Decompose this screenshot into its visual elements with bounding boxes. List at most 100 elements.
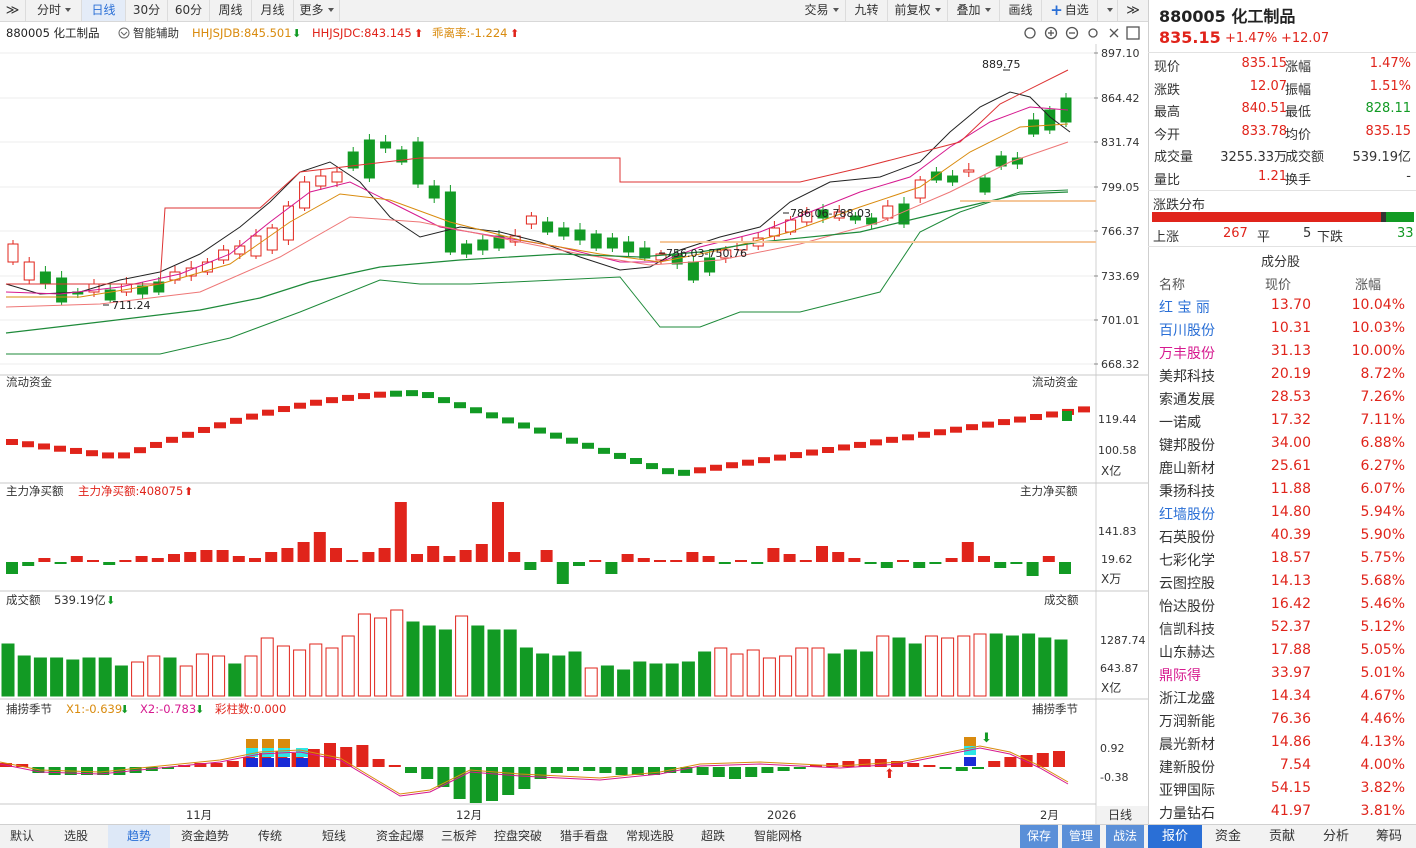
tab-fund-trend[interactable]: 资金趋势 [180, 829, 229, 843]
season-bar [680, 767, 693, 773]
flow-mark [678, 469, 690, 476]
tab-grid[interactable]: 智能网格 [753, 829, 802, 843]
tab-chips[interactable]: 筹码 [1375, 829, 1402, 844]
component-row[interactable]: 秉扬科技 11.88 6.07% [1149, 481, 1416, 503]
tab-weekly[interactable]: 周线 [210, 0, 252, 21]
tab-traditional[interactable]: 传统 [257, 829, 282, 843]
assist-dropdown-icon[interactable] [118, 27, 130, 39]
season-bar [534, 767, 547, 779]
tab-monthly[interactable]: 月线 [252, 0, 294, 21]
assist-label[interactable]: 智能辅助 [133, 26, 179, 40]
component-price: 34.00 [1270, 435, 1311, 451]
lock-icon[interactable] [1024, 27, 1036, 39]
tab-default[interactable]: 默认 [9, 829, 34, 843]
jiuzhuan-button[interactable]: 九转 [846, 0, 888, 21]
net-bar [1059, 562, 1071, 574]
component-name: 美邦科技 [1159, 369, 1215, 385]
quote-label: 最低 [1285, 105, 1312, 120]
component-row[interactable]: 万丰股份 31.13 10.00% [1149, 343, 1416, 365]
tab-analysis[interactable]: 分析 [1322, 829, 1349, 844]
tab-quote[interactable]: 报价 [1148, 825, 1202, 848]
draw-button[interactable]: 画线 [1000, 0, 1042, 21]
net-bar [119, 560, 132, 562]
component-row[interactable]: 鹿山新材 25.61 6.27% [1149, 458, 1416, 480]
tab-oversold[interactable]: 超跌 [700, 829, 725, 843]
flow-mark [422, 392, 434, 399]
tab-trend[interactable]: 趋势 [108, 825, 170, 848]
col-name[interactable]: 名称 [1159, 278, 1186, 293]
component-row[interactable]: 鼎际得 33.97 5.01% [1149, 665, 1416, 687]
flow-mark [822, 446, 834, 453]
tab-contrib[interactable]: 贡献 [1268, 829, 1295, 844]
overlay-button[interactable]: 叠加 [948, 0, 1000, 21]
component-row[interactable]: 红 宝 丽 13.70 10.04% [1149, 297, 1416, 319]
component-row[interactable]: 石英股份 40.39 5.90% [1149, 527, 1416, 549]
component-row[interactable]: 亚钾国际 54.15 3.82% [1149, 780, 1416, 802]
component-row[interactable]: 百川股份 10.31 10.03% [1149, 320, 1416, 342]
quote-value: - [1406, 168, 1411, 184]
component-row[interactable]: 红墙股份 14.80 5.94% [1149, 504, 1416, 526]
save-button[interactable]: 保存 [1020, 825, 1058, 848]
component-row[interactable]: 七彩化学 18.57 5.75% [1149, 550, 1416, 572]
component-row[interactable]: 索通发展 28.53 7.26% [1149, 389, 1416, 411]
component-row[interactable]: 浙江龙盛 14.34 4.67% [1149, 688, 1416, 710]
net-bar [103, 562, 116, 565]
col-price[interactable]: 现价 [1265, 278, 1292, 293]
tab-regular[interactable]: 常规选股 [625, 829, 674, 843]
candle [380, 141, 392, 149]
tab-fund-burst[interactable]: 资金起爆 [375, 829, 424, 843]
component-row[interactable]: 万润新能 76.36 4.46% [1149, 711, 1416, 733]
candle [201, 261, 213, 273]
tab-30min[interactable]: 30分 [126, 0, 168, 21]
component-row[interactable]: 信凯科技 52.37 5.12% [1149, 619, 1416, 641]
watchlist-button[interactable]: + 自选 [1042, 0, 1098, 21]
minus-circle-icon[interactable] [1065, 26, 1079, 40]
component-row[interactable]: 山东赫达 17.88 5.05% [1149, 642, 1416, 664]
window-icon[interactable] [1126, 26, 1140, 40]
tab-hunter[interactable]: 猎手看盘 [559, 829, 608, 843]
collapse-left-icon[interactable]: ≫ [0, 0, 26, 21]
price-axis: 897.10 864.42 831.74 799.05 766.37 733.69 701.… [1094, 47, 1140, 371]
tab-select[interactable]: 选股 [63, 829, 88, 843]
col-pct[interactable]: 涨幅 [1355, 278, 1382, 293]
trade-button[interactable]: 交易 [798, 0, 846, 21]
candle [558, 227, 570, 237]
down-count: 33 [1397, 226, 1414, 241]
flow-mark [534, 427, 546, 434]
component-row[interactable]: 美邦科技 20.19 8.72% [1149, 366, 1416, 388]
tab-60min[interactable]: 60分 [168, 0, 210, 21]
plus-circle-icon[interactable] [1044, 26, 1058, 40]
tab-daily[interactable]: 日线 [82, 0, 126, 21]
season-bar [761, 767, 774, 773]
component-row[interactable]: 建新股份 7.54 4.00% [1149, 757, 1416, 779]
component-row[interactable]: 云图控股 14.13 5.68% [1149, 573, 1416, 595]
manage-button[interactable]: 管理 [1062, 825, 1100, 848]
tab-fund[interactable]: 资金 [1214, 829, 1241, 844]
tactics-button[interactable]: 战法 [1106, 825, 1144, 848]
component-row[interactable]: 一诺威 17.32 7.11% [1149, 412, 1416, 434]
tab-three-axe[interactable]: 三板斧 [440, 829, 477, 843]
watchlist-dropdown[interactable] [1098, 0, 1118, 21]
season-signal [246, 748, 258, 757]
tab-control[interactable]: 控盘突破 [493, 829, 542, 843]
up-count: 267 [1223, 226, 1248, 241]
tab-more[interactable]: 更多 [294, 0, 340, 21]
low-price-label: 711.24 [112, 299, 151, 312]
season-signal [278, 739, 290, 748]
component-row[interactable]: 力量钻石 41.97 3.81% [1149, 803, 1416, 825]
down-segment [1385, 212, 1414, 222]
tab-short[interactable]: 短线 [321, 829, 346, 843]
gear-icon[interactable] [1088, 28, 1098, 38]
component-pct: 5.12% [1360, 619, 1405, 635]
turnover-bar [147, 655, 161, 697]
collapse-right-icon[interactable]: ≫ [1126, 3, 1140, 18]
component-row[interactable]: 晨光新材 14.86 4.13% [1149, 734, 1416, 756]
close-icon[interactable] [1109, 28, 1119, 38]
kline-chart-area[interactable]: ⬆⬇ 897.10864.42831.74799.05766.37733.697… [0, 22, 1148, 824]
tab-fenshi[interactable]: 分时 [27, 0, 82, 21]
component-row[interactable]: 键邦股份 34.00 6.88% [1149, 435, 1416, 457]
component-row[interactable]: 怡达股份 16.42 5.46% [1149, 596, 1416, 618]
adjust-button[interactable]: 前复权 [888, 0, 948, 21]
season-bar [437, 767, 450, 787]
quote-value: 3255.33万 [1220, 150, 1287, 165]
